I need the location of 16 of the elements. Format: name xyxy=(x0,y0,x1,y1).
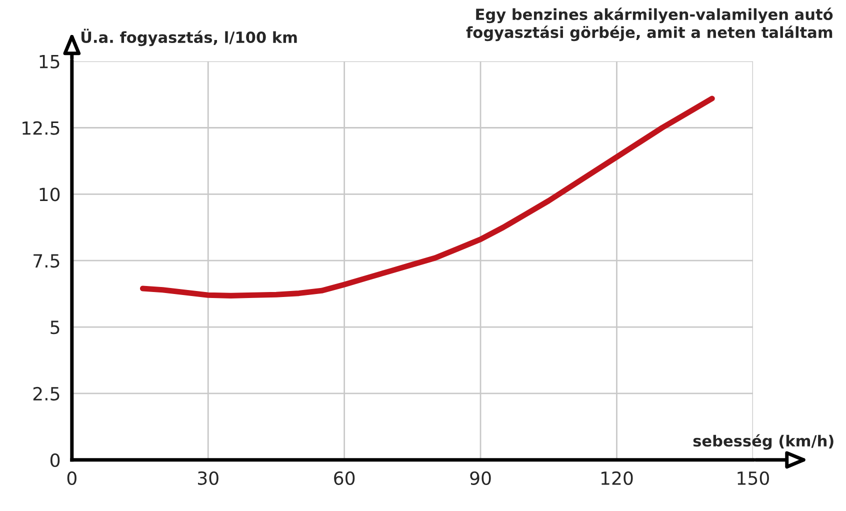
y-axis-title: Ü.a. fogyasztás, l/100 km xyxy=(81,28,297,46)
y-tick-label: 12.5 xyxy=(22,121,60,135)
y-tick-label: 5 xyxy=(50,320,60,334)
y-tick-label: 0 xyxy=(50,453,60,468)
y-tick-label: 7.5 xyxy=(34,254,60,268)
x-axis-title: sebesség (km/h) xyxy=(693,434,834,450)
x-tick-label: 60 xyxy=(334,471,355,485)
x-tick-label: 0 xyxy=(67,471,76,485)
x-tick-label: 120 xyxy=(601,471,633,485)
x-tick-label: 30 xyxy=(198,471,218,485)
y-tick-label: 15 xyxy=(40,55,60,68)
chart-title: Egy benzines akármilyen-valamilyen autó fogyasztási görbéje, amit a neten találtam xyxy=(466,8,833,42)
x-tick-label: 90 xyxy=(470,471,491,485)
y-tick-label: 10 xyxy=(40,188,60,202)
y-tick-label: 2.5 xyxy=(33,386,60,401)
x-tick-label: 150 xyxy=(738,471,769,485)
